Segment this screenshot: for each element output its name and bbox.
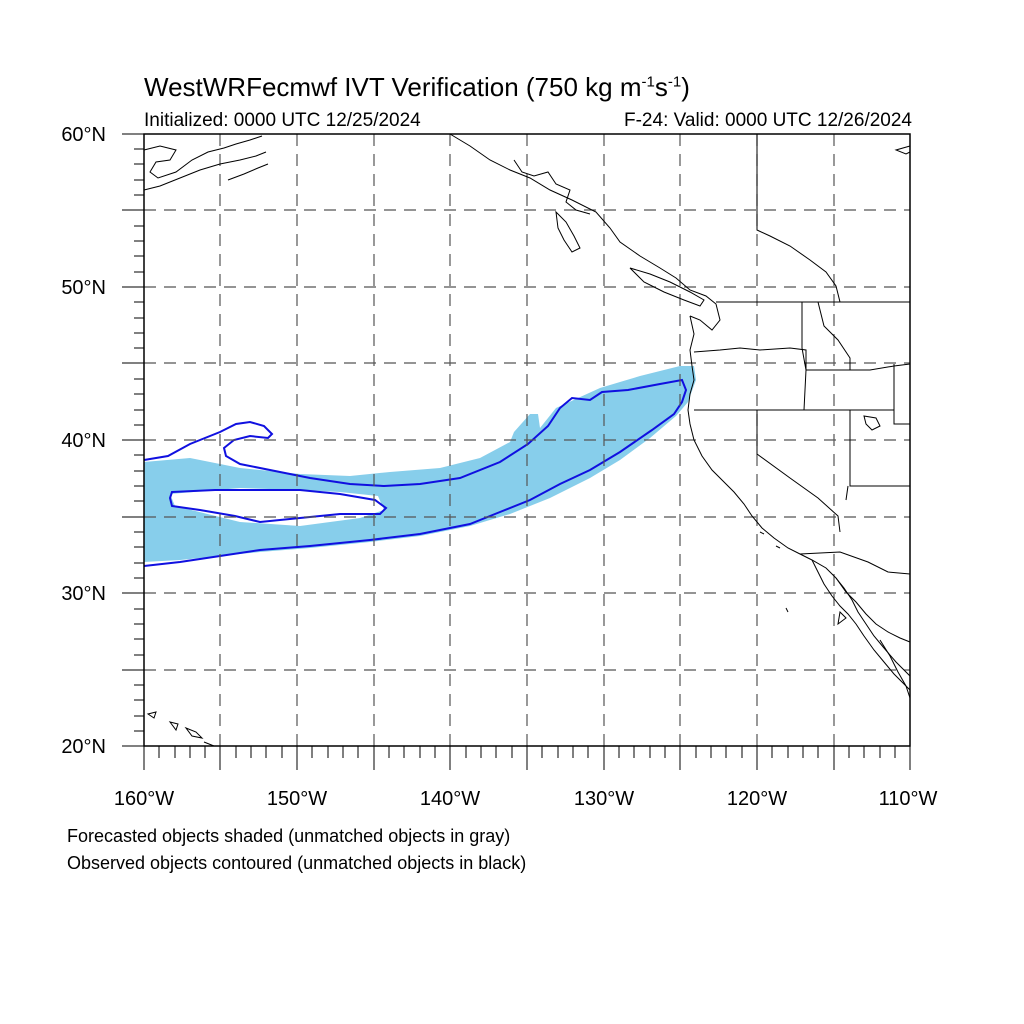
valid-time: F-24: Valid: 0000 UTC 12/26/2024 [624, 110, 912, 131]
lon-label-120w: 120°W [727, 788, 787, 810]
bottom-ticks [143, 746, 911, 770]
coastlines [143, 133, 911, 747]
legend-observed-note: Observed objects contoured (unmatched ob… [67, 853, 527, 873]
political-borders [693, 134, 911, 575]
lon-label-160w: 160°W [114, 788, 174, 810]
lat-label-20: 20°N [61, 736, 106, 758]
initialized-time: Initialized: 0000 UTC 12/25/2024 [144, 110, 421, 131]
lon-label-130w: 130°W [574, 788, 634, 810]
lat-label-40: 40°N [61, 430, 106, 452]
lon-label-110w: 110°W [879, 788, 938, 810]
lat-label-30: 30°N [61, 583, 106, 605]
legend-forecast-note: Forecasted objects shaded (unmatched obj… [67, 826, 511, 846]
map-title: WestWRFecmwf IVT Verification (750 kg m-… [144, 72, 690, 102]
lat-label-50: 50°N [61, 277, 106, 299]
left-ticks [122, 133, 144, 747]
lon-label-150w: 150°W [267, 788, 327, 810]
forecast-ivt-object [144, 366, 696, 562]
lon-label-140w: 140°W [420, 788, 480, 810]
observed-ivt-inner-contour [168, 489, 388, 524]
observed-ivt-contour [143, 378, 688, 567]
lat-label-60: 60°N [61, 124, 106, 146]
